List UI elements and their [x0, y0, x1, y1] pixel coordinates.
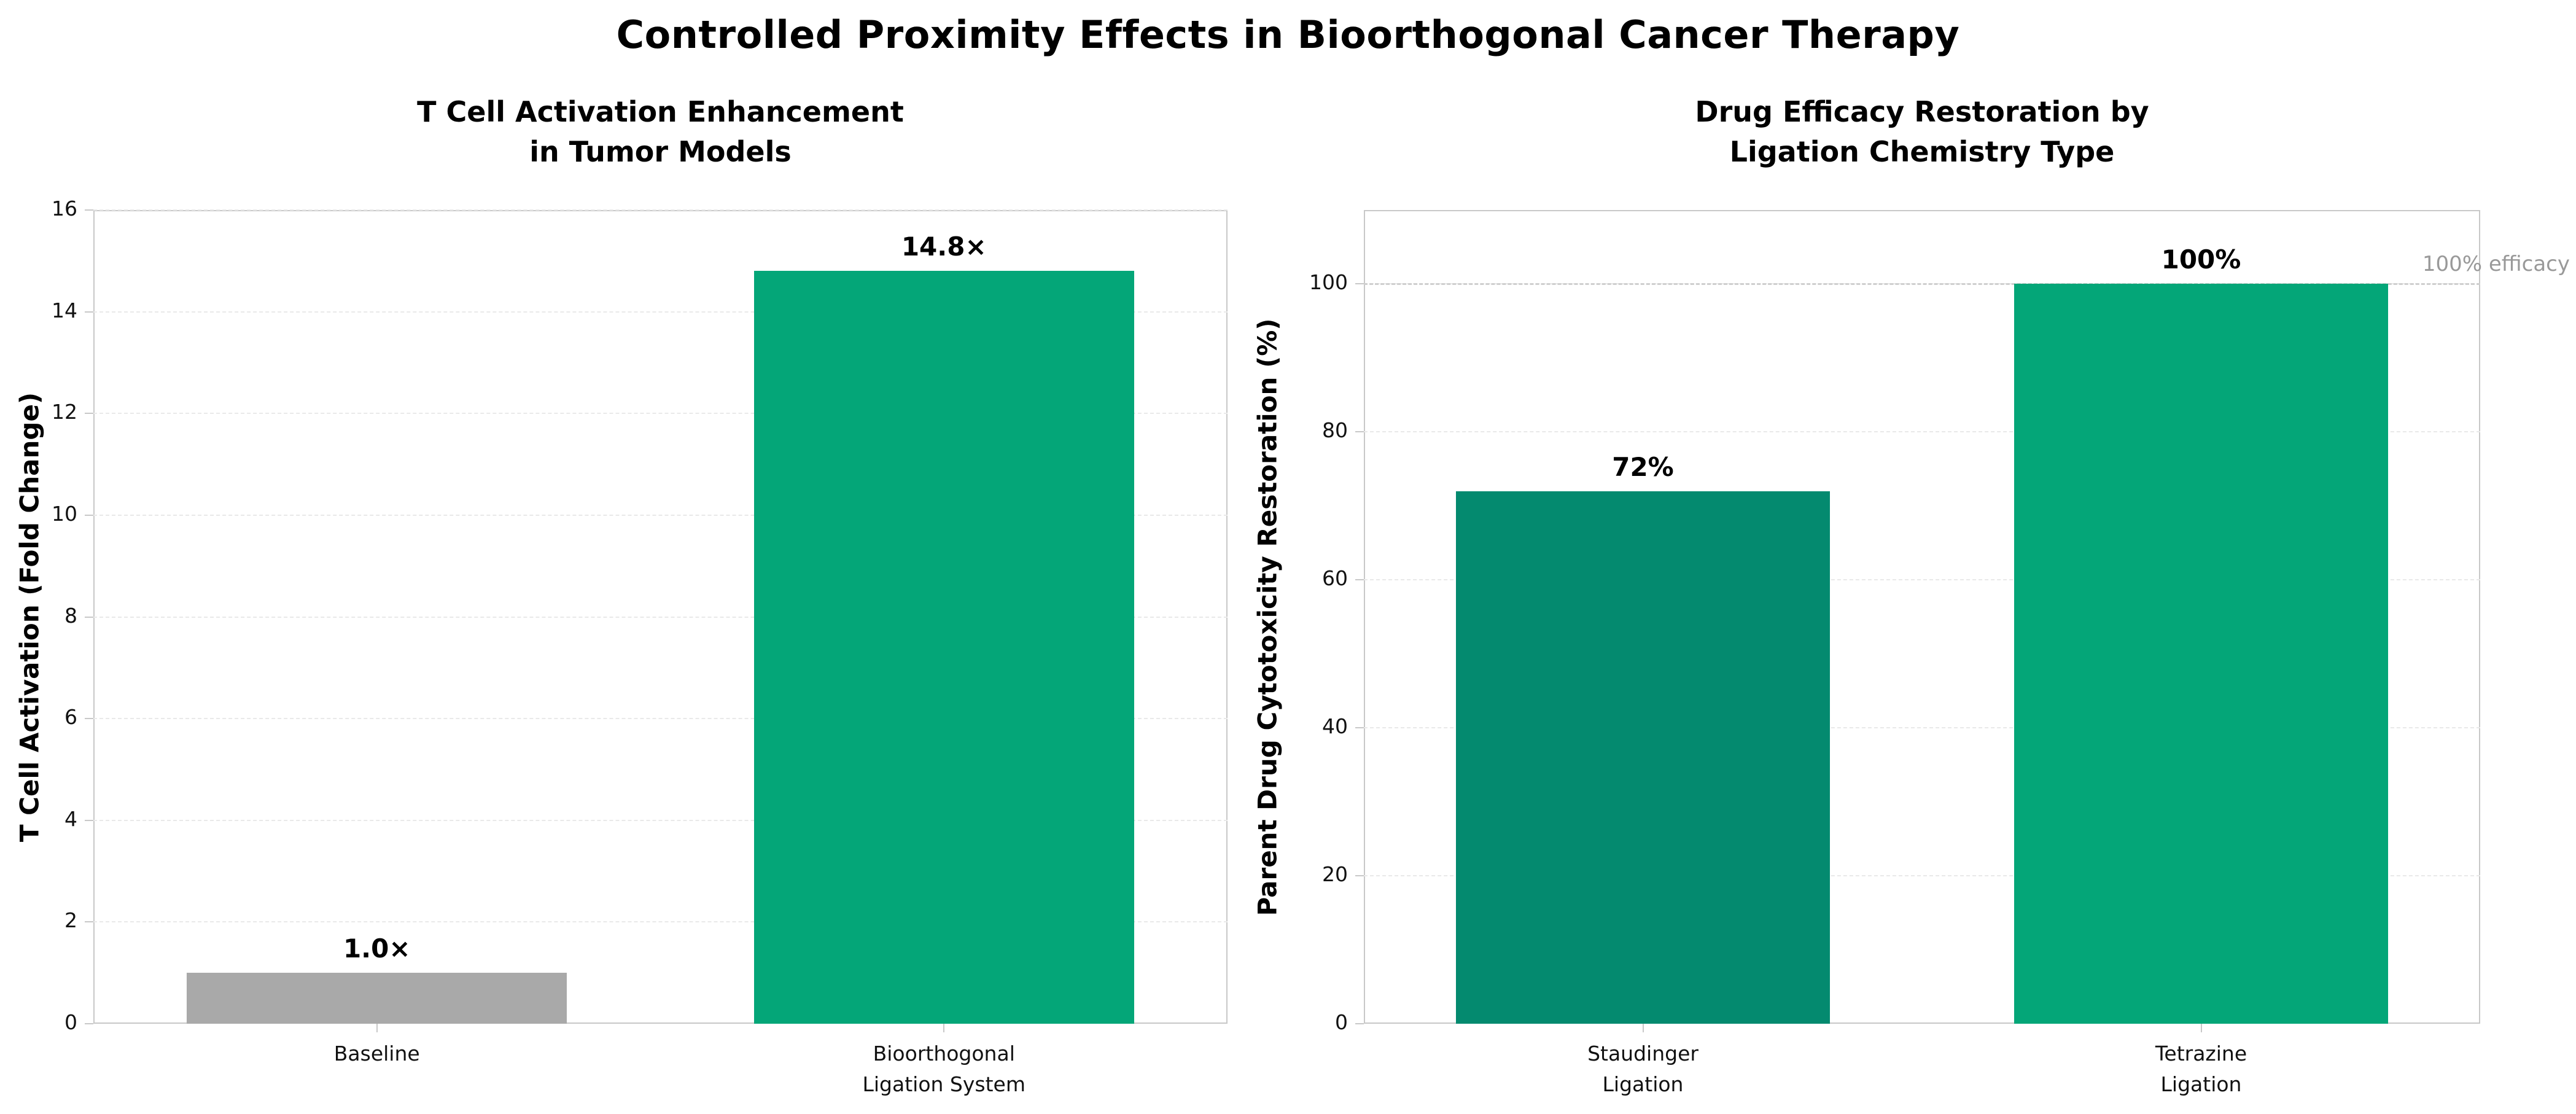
y-tick-mark — [1355, 431, 1364, 433]
bar-value-label: 100% — [2161, 244, 2241, 275]
y-tick-label: 0 — [1335, 1010, 1348, 1034]
y-tick-mark — [85, 311, 93, 313]
y-tick-mark — [1355, 1023, 1364, 1024]
bar — [1455, 491, 1830, 1024]
y-tick-label: 80 — [1322, 418, 1348, 443]
y-tick-mark — [85, 514, 93, 516]
gridline — [93, 413, 1228, 415]
x-tick-mark — [943, 1024, 945, 1032]
gridline — [93, 311, 1228, 313]
y-tick-label: 100 — [1309, 270, 1348, 295]
y-tick-mark — [1355, 579, 1364, 581]
bar-value-label: 1.0× — [343, 933, 411, 964]
y-axis-label: Parent Drug Cytotoxicity Restoration (%) — [1252, 318, 1282, 916]
y-tick-label: 16 — [52, 197, 77, 220]
reference-line-label: 100% efficacy — [2422, 252, 2570, 277]
gridline — [1364, 875, 2480, 877]
x-tick-label: Baseline — [333, 1042, 420, 1065]
y-tick-label: 4 — [64, 806, 77, 831]
y-tick-mark — [85, 718, 93, 720]
x-tick-label: Staudinger Ligation — [1587, 1042, 1699, 1096]
y-tick-mark — [85, 616, 93, 618]
y-tick-mark — [85, 921, 93, 923]
y-tick-label: 0 — [64, 1010, 77, 1034]
bar — [753, 271, 1134, 1024]
y-tick-label: 40 — [1322, 714, 1348, 739]
bar — [2014, 284, 2388, 1024]
chart-title: Drug Efficacy Restoration by Ligation Ch… — [1695, 95, 2149, 169]
gridline — [93, 616, 1228, 618]
gridline — [93, 819, 1228, 821]
y-tick-label: 20 — [1322, 862, 1348, 887]
figure-title: Controlled Proximity Effects in Bioortho… — [616, 12, 1960, 57]
y-tick-mark — [85, 209, 93, 211]
reference-line — [1364, 282, 2480, 285]
y-tick-label: 2 — [64, 908, 77, 933]
x-tick-mark — [2200, 1024, 2202, 1032]
gridline — [93, 514, 1228, 516]
gridline — [1364, 431, 2480, 433]
y-tick-mark — [85, 1023, 93, 1024]
y-tick-label: 8 — [64, 603, 77, 628]
y-tick-mark — [1355, 283, 1364, 285]
y-tick-mark — [1355, 875, 1364, 877]
y-tick-label: 10 — [52, 501, 77, 526]
x-tick-label: Bioorthogonal Ligation System — [862, 1042, 1025, 1096]
gridline — [93, 718, 1228, 720]
x-tick-mark — [1642, 1024, 1644, 1032]
y-tick-mark — [1355, 727, 1364, 729]
y-tick-label: 60 — [1322, 566, 1348, 591]
x-tick-label: Tetrazine Ligation — [2155, 1042, 2247, 1096]
gridline — [1364, 579, 2480, 581]
y-tick-label: 14 — [52, 298, 77, 322]
x-tick-mark — [376, 1024, 378, 1032]
bar-value-label: 14.8× — [901, 232, 987, 262]
y-tick-mark — [85, 413, 93, 415]
chart-title: T Cell Activation Enhancement in Tumor M… — [417, 95, 904, 169]
bar-value-label: 72% — [1612, 451, 1674, 482]
y-tick-mark — [85, 819, 93, 821]
y-tick-label: 6 — [64, 705, 77, 730]
gridline — [1364, 727, 2480, 729]
y-tick-label: 12 — [52, 400, 77, 424]
gridline — [93, 921, 1228, 923]
gridline — [93, 209, 1228, 211]
bar — [187, 973, 567, 1024]
